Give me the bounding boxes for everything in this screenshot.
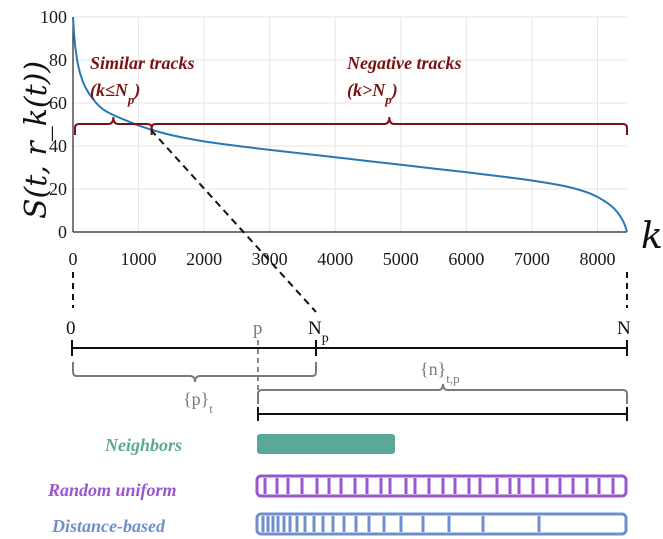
distance-based-samples	[261, 516, 541, 532]
y-axis-label: S(t, r_k(t))	[19, 61, 54, 219]
random-uniform-samples	[263, 478, 615, 494]
x-tick-label: 4000	[317, 249, 353, 269]
x-tick-label: 7000	[514, 249, 550, 269]
similar-tracks-condition: (k≤Np)	[90, 80, 140, 107]
neighbors-bar	[257, 434, 395, 454]
index-zero-label: 0	[66, 318, 76, 339]
y-tick-label: 80	[49, 50, 67, 70]
positive-set-label: {p}t	[183, 389, 213, 416]
legend-random-label: Random uniform	[47, 480, 177, 500]
negative-tracks-condition: (k>Np)	[347, 80, 398, 107]
x-tick-label: 2000	[186, 249, 222, 269]
y-tick-label: 60	[49, 93, 67, 113]
y-tick-label: 20	[49, 179, 67, 199]
y-tick-label: 0	[58, 222, 67, 242]
y-tick-label: 40	[49, 136, 67, 156]
x-tick-label: 0	[69, 249, 78, 269]
y-tick-labels: 0 20 40 60 80 100	[40, 7, 67, 242]
x-tick-label: 8000	[579, 249, 615, 269]
connector-Np	[150, 129, 317, 313]
brace-negative-tracks	[150, 116, 628, 135]
legend-neighbors-label: Neighbors	[104, 435, 182, 455]
random-uniform-bar	[255, 474, 628, 498]
brace-negative-set	[257, 383, 628, 404]
x-tick-label: 1000	[121, 249, 157, 269]
x-axis-label: k	[641, 216, 663, 257]
distance-based-bar	[255, 512, 628, 536]
index-N-label: N	[617, 318, 631, 339]
y-tick-label: 100	[40, 7, 67, 27]
similarity-curve	[72, 16, 628, 233]
index-p-label: p	[253, 318, 263, 339]
x-tick-labels: 0 1000 2000 3000 4000 5000 6000 7000 8000	[69, 249, 616, 269]
legend-distance-label: Distance-based	[51, 516, 166, 536]
index-Np-label: Np	[308, 318, 329, 346]
brace-similar-tracks	[74, 116, 153, 135]
x-tick-label: 3000	[252, 249, 288, 269]
x-tick-label: 6000	[448, 249, 484, 269]
x-tick-label: 5000	[383, 249, 419, 269]
brace-positive-set	[72, 362, 317, 383]
similar-tracks-label: Similar tracks	[90, 53, 195, 73]
negative-set-label: {n}t,p	[420, 359, 460, 386]
negative-tracks-label: Negative tracks	[346, 53, 461, 73]
